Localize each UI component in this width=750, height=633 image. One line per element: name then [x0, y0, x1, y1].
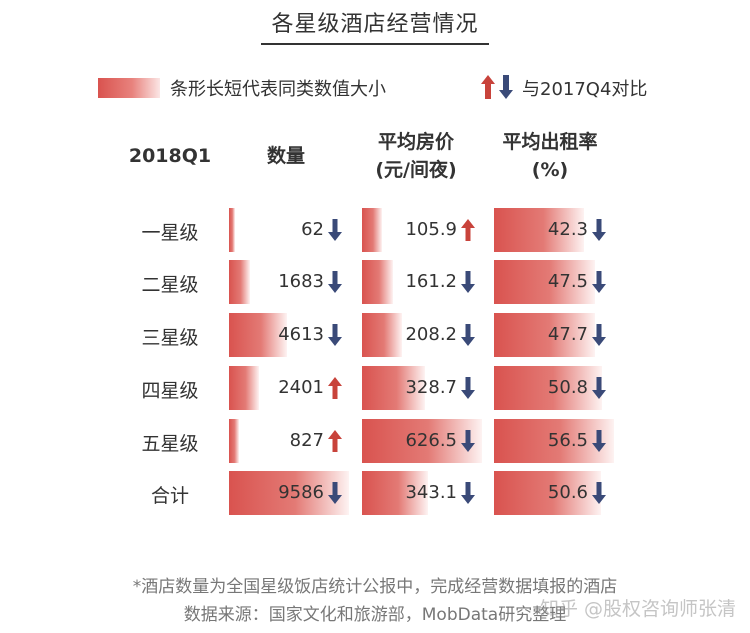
occ-value: 47.7 — [547, 324, 588, 345]
price-value: 208.2 — [405, 324, 457, 345]
row-label: 四星级 — [141, 380, 199, 402]
count-value: 62 — [301, 219, 324, 240]
price-bar — [362, 471, 428, 515]
count-value: 4613 — [278, 324, 324, 345]
count-bar — [229, 313, 287, 357]
legend-bar-text: 条形长短代表同类数值大小 — [170, 79, 386, 100]
watermark: 知乎 @股权咨询师张清 — [539, 598, 736, 620]
up-arrow-icon — [461, 219, 475, 241]
down-arrow-icon — [328, 219, 342, 241]
row-label: 一星级 — [141, 222, 199, 244]
row-label: 二星级 — [141, 274, 199, 296]
count-bar — [229, 366, 260, 410]
header-period: 2018Q1 — [128, 145, 212, 167]
price-value: 105.9 — [405, 219, 457, 240]
footer-source: 数据来源：国家文化和旅游部，MobData研究整理 — [183, 605, 567, 625]
occ-bar — [494, 208, 584, 252]
legend: 条形长短代表同类数值大小 与2017Q4对比 — [0, 72, 750, 102]
chart-title: 各星级酒店经营情况 — [261, 6, 489, 45]
legend-arrow-text: 与2017Q4对比 — [522, 79, 648, 100]
header-price-line1: 平均房价 — [377, 131, 454, 153]
price-bar — [362, 366, 425, 410]
price-bar — [362, 313, 402, 357]
occ-value: 50.6 — [547, 482, 588, 503]
row-label: 五星级 — [141, 433, 199, 455]
count-bar — [229, 260, 251, 304]
down-arrow-icon — [592, 377, 606, 399]
occ-value: 56.5 — [547, 430, 588, 451]
down-arrow-icon — [592, 271, 606, 293]
down-arrow-icon — [592, 430, 606, 452]
price-value: 626.5 — [405, 430, 457, 451]
price-value: 328.7 — [405, 377, 457, 398]
count-value: 1683 — [278, 271, 324, 292]
header-occ-line2: (%) — [531, 159, 569, 181]
down-arrow-icon — [461, 482, 475, 504]
row-label: 三星级 — [141, 327, 199, 349]
count-value: 9586 — [278, 482, 324, 503]
down-arrow-icon — [328, 324, 342, 346]
down-arrow-icon — [461, 430, 475, 452]
header-count: 数量 — [266, 145, 305, 167]
count-value: 827 — [289, 430, 324, 451]
down-arrow-icon — [592, 219, 606, 241]
down-arrow-icon — [328, 482, 342, 504]
row-label: 合计 — [150, 485, 189, 507]
price-bar — [362, 208, 383, 252]
header-occ-line1: 平均出租率 — [502, 131, 598, 153]
count-value: 2401 — [278, 377, 324, 398]
occ-bar — [494, 260, 595, 304]
price-value: 343.1 — [405, 482, 457, 503]
price-value: 161.2 — [405, 271, 457, 292]
occ-bar — [494, 419, 614, 463]
up-arrow-icon — [328, 377, 342, 399]
count-bar — [229, 419, 240, 463]
occ-bar — [494, 471, 602, 515]
occ-bar — [494, 366, 602, 410]
chart-title-wrap: 各星级酒店经营情况 — [0, 6, 750, 45]
occ-value: 47.5 — [547, 271, 588, 292]
header-price-line2: (元/间夜) — [375, 159, 457, 181]
down-arrow-icon — [328, 271, 342, 293]
count-bar — [229, 471, 349, 515]
down-arrow-icon — [461, 324, 475, 346]
price-bar — [362, 260, 393, 304]
occ-value: 50.8 — [547, 377, 588, 398]
legend-bar-swatch — [98, 78, 160, 98]
up-arrow-icon — [328, 430, 342, 452]
price-bar — [362, 419, 482, 463]
count-bar — [229, 208, 235, 252]
down-arrow-icon — [461, 377, 475, 399]
down-arrow-icon — [592, 482, 606, 504]
down-arrow-icon — [461, 271, 475, 293]
occ-bar — [494, 313, 596, 357]
occ-value: 42.3 — [547, 219, 588, 240]
footer-note: *酒店数量为全国星级饭店统计公报中，完成经营数据填报的酒店 — [132, 577, 618, 597]
down-arrow-icon — [592, 324, 606, 346]
legend-up-down-arrows-icon — [481, 75, 513, 99]
